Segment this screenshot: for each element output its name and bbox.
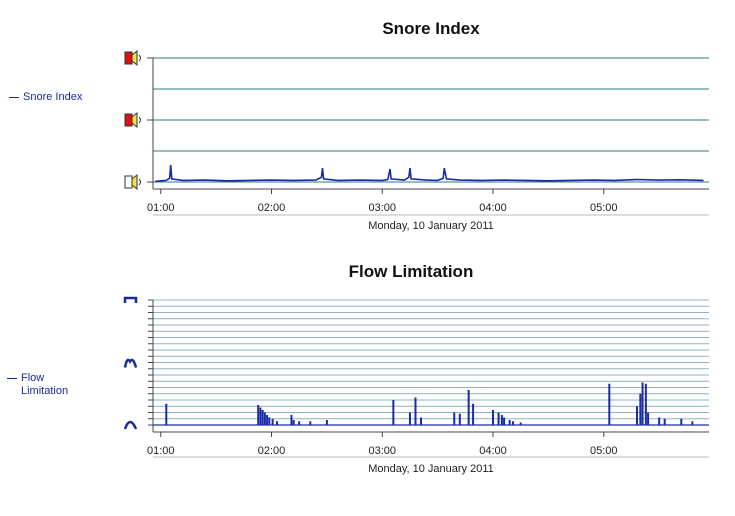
flow-limitation-bar xyxy=(268,417,271,425)
snore-index-line xyxy=(155,164,704,183)
flow-limitation-bar xyxy=(639,393,642,425)
legend-snore: Snore Index xyxy=(9,91,82,104)
flow-limitation-bar xyxy=(298,421,301,425)
legend-label: Snore Index xyxy=(23,91,83,103)
flow-limitation-bar xyxy=(467,390,470,425)
flow-limitation-bar xyxy=(511,421,514,425)
speaker-quiet-icon xyxy=(131,173,138,191)
x-tick-label: 03:00 xyxy=(369,202,397,214)
flow-partial-icon xyxy=(123,358,138,368)
x-axis-label-snore: Monday, 10 January 2011 xyxy=(368,220,494,232)
speaker-loud-icon xyxy=(131,49,138,67)
flow-flat-icon xyxy=(123,296,138,303)
flow-limitation-bar xyxy=(691,421,694,425)
x-tick-label: 01:00 xyxy=(147,445,175,457)
flow-limitation-bar xyxy=(519,422,522,425)
flow-limitation-bar xyxy=(492,410,495,425)
flow-limitation-bar xyxy=(414,397,417,425)
flow-limitation-bar xyxy=(266,415,269,425)
flow-limitation-bar xyxy=(325,420,328,425)
flow-limitation-bar xyxy=(292,420,295,425)
chart-title-snore: Snore Index xyxy=(382,19,480,38)
x-tick-label: 05:00 xyxy=(590,202,618,214)
legend-flow: Flow Limitation xyxy=(7,372,68,398)
flow-limitation-bar xyxy=(647,412,650,425)
flow-limitation-bar xyxy=(165,403,168,425)
flow-limitation-bar xyxy=(608,383,611,425)
speaker-quiet-icon xyxy=(124,175,133,189)
flow-limitation-bar xyxy=(408,412,411,425)
flow-limitation-bar xyxy=(263,412,266,425)
flow-limitation-bar xyxy=(259,407,262,425)
legend-swatch xyxy=(7,377,17,379)
flow-limitation-bar xyxy=(458,413,461,425)
flow-limitation-bar xyxy=(392,400,395,425)
speaker-quiet-icon xyxy=(138,178,141,186)
flow-limitation-bar xyxy=(420,417,423,425)
flow-normal-icon xyxy=(123,420,138,430)
flow-limitation-bar xyxy=(503,417,506,425)
flow-limitation-bar xyxy=(453,412,456,425)
flow-limitation-bar xyxy=(290,415,293,425)
speaker-loud-icon xyxy=(138,54,141,62)
flow-limitation-bar xyxy=(500,415,503,425)
x-tick-label: 03:00 xyxy=(369,445,397,457)
legend-label: Flow xyxy=(21,372,45,384)
flow-limitation-bar xyxy=(641,382,644,425)
legend-swatch xyxy=(9,96,19,98)
flow-limitation-bar xyxy=(663,418,666,425)
x-tick-label: 04:00 xyxy=(479,445,507,457)
flow-limitation-bar xyxy=(271,418,274,425)
speaker-loud-icon xyxy=(124,51,133,65)
flow-limitation-bar xyxy=(276,421,279,425)
flow-limitation-bar xyxy=(680,418,683,425)
flow-limitation-bar xyxy=(636,406,639,425)
speaker-medium-icon xyxy=(131,111,138,129)
x-tick-label: 05:00 xyxy=(590,445,618,457)
speaker-medium-icon xyxy=(138,116,141,124)
x-tick-label: 02:00 xyxy=(258,445,286,457)
flow-limitation-bar xyxy=(644,383,647,425)
chart-title-flow: Flow Limitation xyxy=(348,262,474,281)
flow-limitation-bar xyxy=(497,412,500,425)
x-axis-label-flow: Monday, 10 January 2011 xyxy=(368,463,494,475)
flow-limitation-bar xyxy=(309,421,312,425)
flow-limitation-bar xyxy=(261,410,264,425)
flow-limitation-bar xyxy=(508,420,511,425)
x-tick-label: 01:00 xyxy=(147,202,175,214)
x-tick-label: 04:00 xyxy=(479,202,507,214)
flow-limitation-bar xyxy=(257,405,260,425)
legend-label: Limitation xyxy=(21,385,69,397)
speaker-medium-icon xyxy=(124,113,133,127)
x-tick-label: 02:00 xyxy=(258,202,286,214)
flow-limitation-bar xyxy=(658,417,661,425)
flow-limitation-bar xyxy=(472,403,475,425)
